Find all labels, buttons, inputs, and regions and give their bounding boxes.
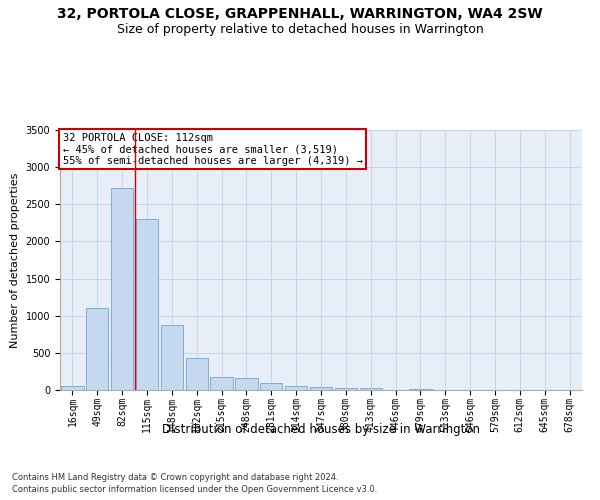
Text: Size of property relative to detached houses in Warrington: Size of property relative to detached ho… <box>116 22 484 36</box>
Bar <box>136 219 158 390</box>
Text: Distribution of detached houses by size in Warrington: Distribution of detached houses by size … <box>162 422 480 436</box>
Bar <box>161 326 183 390</box>
Bar <box>86 308 109 390</box>
Text: 32, PORTOLA CLOSE, GRAPPENHALL, WARRINGTON, WA4 2SW: 32, PORTOLA CLOSE, GRAPPENHALL, WARRINGT… <box>57 8 543 22</box>
Bar <box>409 388 431 390</box>
Bar <box>335 388 357 390</box>
Bar <box>310 386 332 390</box>
Bar <box>285 386 307 390</box>
Text: 32 PORTOLA CLOSE: 112sqm
← 45% of detached houses are smaller (3,519)
55% of sem: 32 PORTOLA CLOSE: 112sqm ← 45% of detach… <box>62 132 362 166</box>
Text: Contains public sector information licensed under the Open Government Licence v3: Contains public sector information licen… <box>12 485 377 494</box>
Bar <box>185 358 208 390</box>
Bar <box>61 386 83 390</box>
Bar <box>111 188 133 390</box>
Bar <box>235 378 257 390</box>
Bar <box>359 388 382 390</box>
Y-axis label: Number of detached properties: Number of detached properties <box>10 172 20 348</box>
Bar <box>211 378 233 390</box>
Bar <box>260 384 283 390</box>
Text: Contains HM Land Registry data © Crown copyright and database right 2024.: Contains HM Land Registry data © Crown c… <box>12 472 338 482</box>
